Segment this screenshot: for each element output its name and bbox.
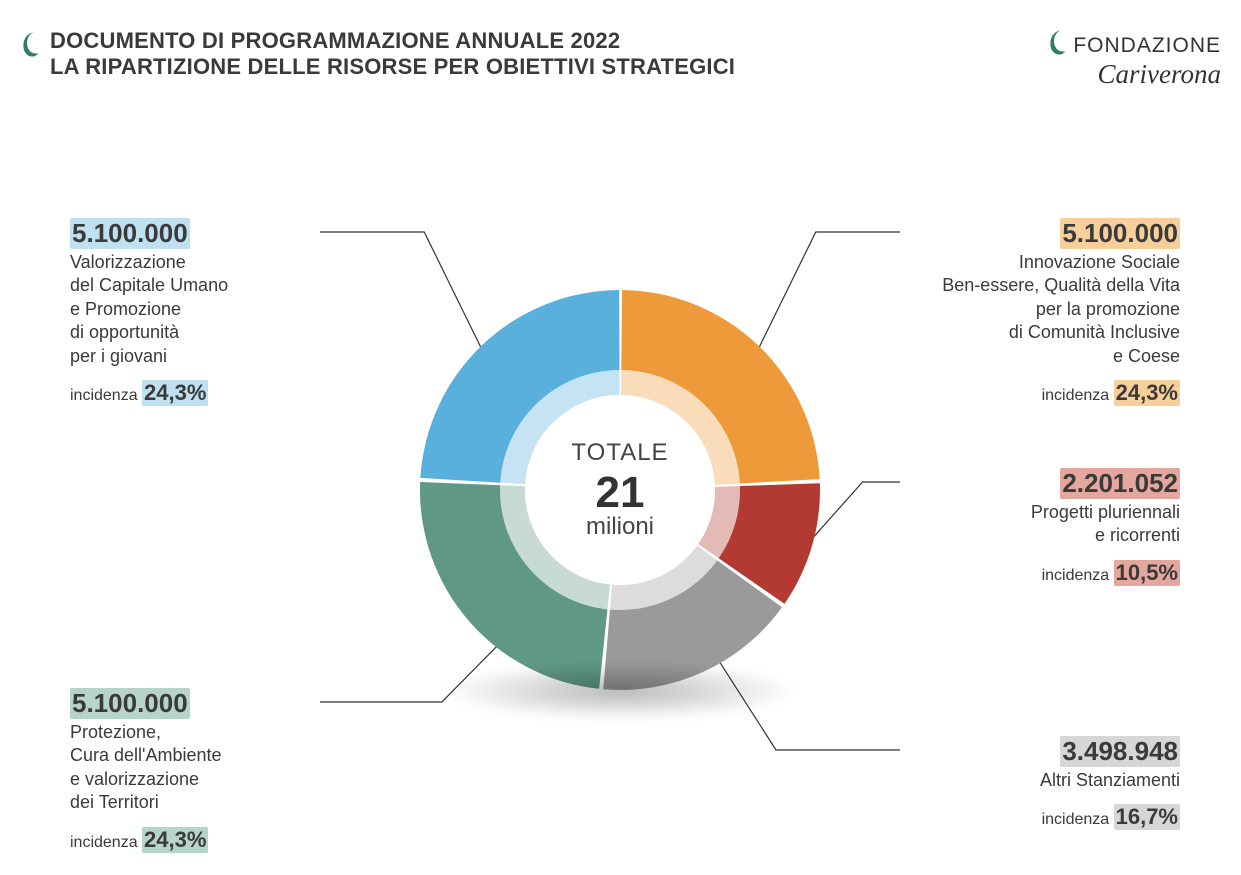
- center-label: TOTALE: [571, 439, 668, 467]
- chart-area: TOTALE 21 milioni 5.100.000Valorizzazion…: [0, 100, 1241, 875]
- callout-innovazione: 5.100.000Innovazione SocialeBen-essere, …: [900, 218, 1180, 406]
- amount: 5.100.000: [70, 218, 190, 249]
- logo: FONDAZIONE Cariverona: [1047, 28, 1221, 90]
- chart-shadow: [440, 661, 800, 721]
- amount: 5.100.000: [1060, 218, 1180, 249]
- incidence-label: incidenza: [70, 387, 142, 404]
- title-block: DOCUMENTO DI PROGRAMMAZIONE ANNUALE 2022…: [20, 28, 735, 80]
- swoosh-icon: [1047, 28, 1069, 63]
- callout-pluriennali: 2.201.052Progetti pluriennalie ricorrent…: [900, 468, 1180, 586]
- incidence-label: incidenza: [1042, 567, 1114, 584]
- incidence-label: incidenza: [1042, 387, 1114, 404]
- description: Altri Stanziamenti: [900, 769, 1180, 792]
- title-text: DOCUMENTO DI PROGRAMMAZIONE ANNUALE 2022…: [50, 28, 735, 80]
- callout-altri: 3.498.948Altri Stanziamenti incidenza 16,…: [900, 736, 1180, 830]
- logo-top: FONDAZIONE: [1073, 34, 1221, 58]
- incidence-row: incidenza 24,3%: [70, 380, 330, 406]
- incidence-value: 24,3%: [1114, 380, 1180, 406]
- incidence-row: incidenza 24,3%: [900, 380, 1180, 406]
- callout-ambiente: 5.100.000Protezione,Cura dell'Ambientee …: [70, 688, 330, 853]
- incidence-row: incidenza 10,5%: [900, 560, 1180, 586]
- incidence-value: 10,5%: [1114, 560, 1180, 586]
- donut-chart: TOTALE 21 milioni: [405, 275, 835, 705]
- description: Valorizzazionedel Capitale Umanoe Promoz…: [70, 251, 330, 368]
- incidence-value: 24,3%: [142, 380, 208, 406]
- incidence-row: incidenza 16,7%: [900, 804, 1180, 830]
- incidence-row: incidenza 24,3%: [70, 827, 330, 853]
- incidence-label: incidenza: [1042, 811, 1114, 828]
- logo-bottom: Cariverona: [1047, 59, 1221, 90]
- incidence-value: 16,7%: [1114, 804, 1180, 830]
- callout-capitale: 5.100.000Valorizzazionedel Capitale Uman…: [70, 218, 330, 406]
- amount: 2.201.052: [1060, 468, 1180, 499]
- donut-center: TOTALE 21 milioni: [571, 439, 668, 541]
- description: Protezione,Cura dell'Ambientee valorizza…: [70, 721, 330, 815]
- incidence-label: incidenza: [70, 834, 142, 851]
- center-unit: milioni: [571, 513, 668, 541]
- center-value: 21: [571, 471, 668, 515]
- incidence-value: 24,3%: [142, 827, 208, 853]
- description: Progetti pluriennalie ricorrenti: [900, 501, 1180, 548]
- title-line-1: DOCUMENTO DI PROGRAMMAZIONE ANNUALE 2022: [50, 28, 735, 54]
- title-line-2: LA RIPARTIZIONE DELLE RISORSE PER OBIETT…: [50, 54, 735, 80]
- amount: 3.498.948: [1060, 736, 1180, 767]
- amount: 5.100.000: [70, 688, 190, 719]
- swoosh-icon: [20, 30, 42, 65]
- description: Innovazione SocialeBen-essere, Qualità d…: [900, 251, 1180, 368]
- header: DOCUMENTO DI PROGRAMMAZIONE ANNUALE 2022…: [20, 28, 1221, 90]
